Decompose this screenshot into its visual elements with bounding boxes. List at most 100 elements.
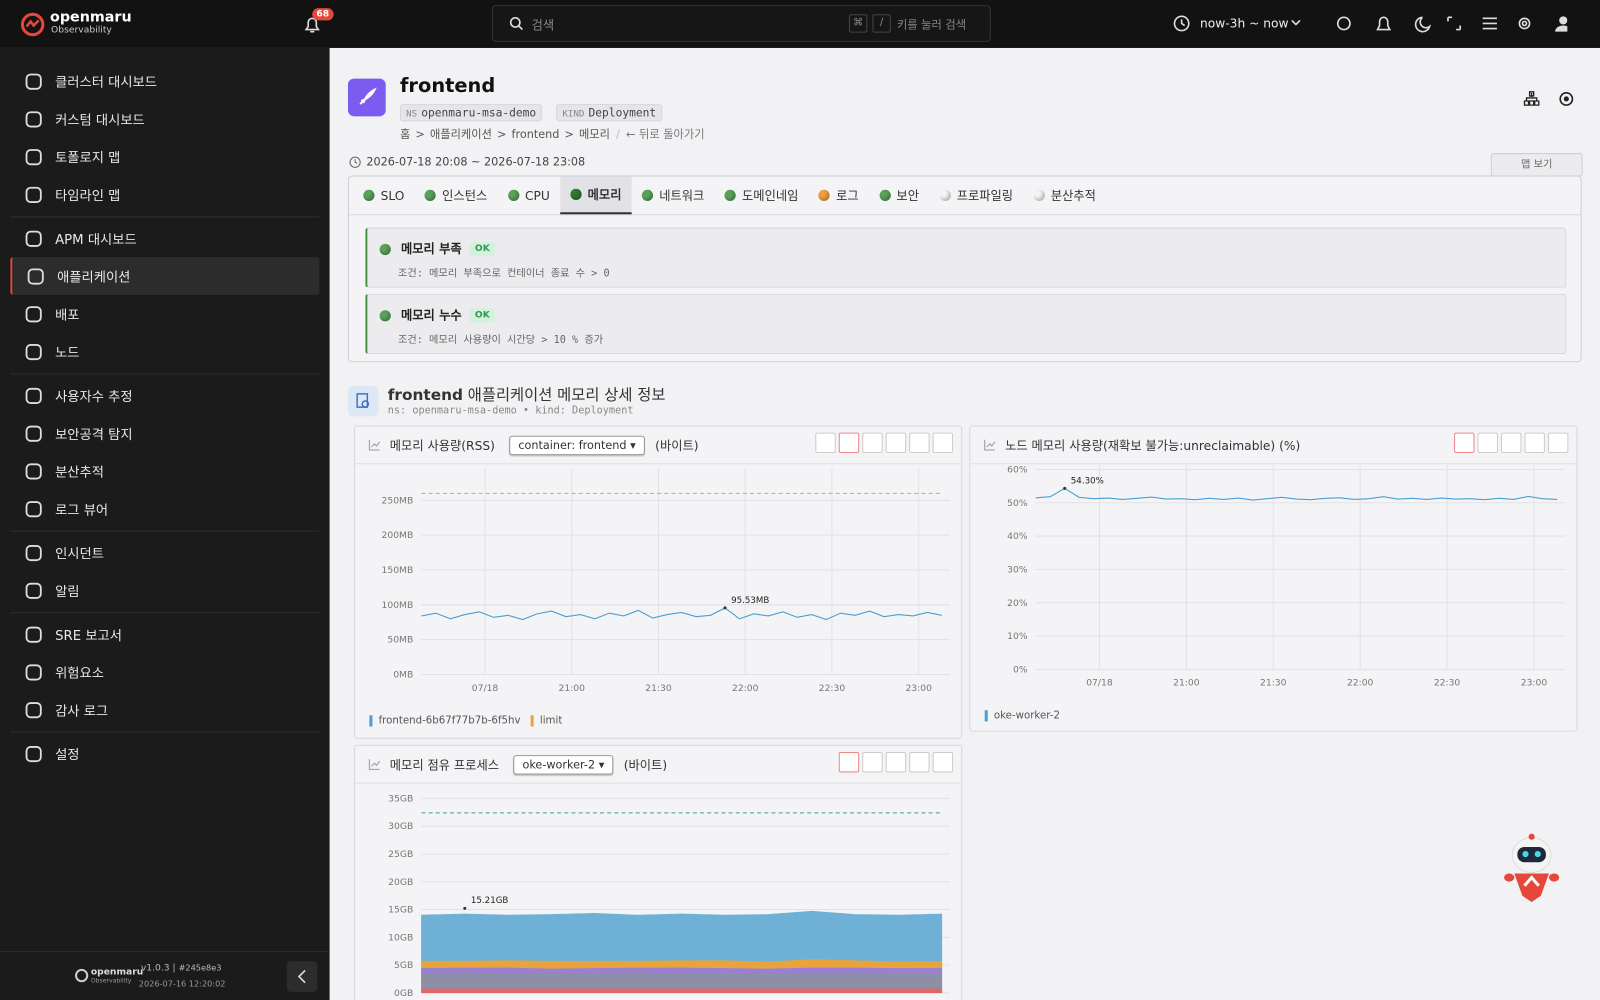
menu-icon bbox=[25, 663, 42, 680]
tab[interactable]: 도메인네임 bbox=[714, 177, 808, 215]
menu-item[interactable]: 위험요소 bbox=[10, 653, 319, 691]
menu-item[interactable]: 커스텀 대시보드 bbox=[10, 100, 319, 138]
tool-button[interactable] bbox=[838, 432, 860, 454]
menu-label: 애플리케이션 bbox=[57, 270, 131, 286]
menu-label: 사용자수 추정 bbox=[55, 389, 133, 406]
breadcrumb-item: 메모리 bbox=[578, 127, 610, 141]
tab[interactable]: 보안 bbox=[869, 177, 929, 215]
breadcrumb-item: 애플리케이션 bbox=[429, 127, 492, 141]
main: frontend NS openmaru-msa-demo KIND Deploym… bbox=[330, 48, 1600, 1000]
brand-sub: Observability bbox=[51, 25, 112, 36]
menu-divider bbox=[10, 731, 320, 733]
panel-header: 메모리 사용량(RSS) container: frontend ▾ (바이트) bbox=[355, 427, 962, 465]
menu-item[interactable]: 로그 뷰어 bbox=[10, 490, 319, 528]
tool-button[interactable] bbox=[1547, 432, 1569, 454]
tab-label: 프로파일링 bbox=[956, 188, 1014, 204]
section-icon bbox=[347, 385, 379, 417]
tool-button[interactable] bbox=[885, 752, 907, 773]
menu-item[interactable]: 설정 bbox=[10, 735, 319, 773]
x-tick-label: 23:00 bbox=[1521, 678, 1548, 689]
tool-button[interactable] bbox=[862, 432, 883, 454]
search-box[interactable]: 검색 ⌘ / 키를 눌러 검색 bbox=[491, 5, 991, 42]
menu-label: 인시던트 bbox=[55, 546, 104, 563]
tool-button[interactable] bbox=[1477, 432, 1498, 454]
check-status: OK bbox=[469, 241, 495, 256]
tab-label: 분산추적 bbox=[1050, 188, 1096, 204]
legend-item[interactable]: oke-worker-2 bbox=[984, 710, 1060, 722]
header-icons[interactable] bbox=[1523, 91, 1584, 107]
menu-item[interactable]: SRE 보고서 bbox=[10, 615, 319, 653]
back-link[interactable]: ← 뒤로 돌아가기 bbox=[626, 127, 705, 141]
tool-button[interactable] bbox=[932, 752, 954, 773]
y-tick-label: 20% bbox=[1007, 598, 1028, 609]
menu-item[interactable]: 노드 bbox=[10, 333, 319, 371]
assistant-bot[interactable] bbox=[1502, 833, 1561, 904]
icon-shape bbox=[27, 267, 44, 285]
menu-item[interactable]: 타임라인 맵 bbox=[10, 176, 319, 214]
tab[interactable]: 프로파일링 bbox=[929, 177, 1023, 215]
tab[interactable]: CPU bbox=[497, 177, 560, 215]
ns-label: NS bbox=[406, 109, 418, 120]
menu-item[interactable]: 인시던트 bbox=[10, 534, 319, 572]
tool-button[interactable] bbox=[885, 432, 907, 454]
tool-button[interactable] bbox=[838, 752, 860, 773]
tab[interactable]: 메모리 bbox=[560, 176, 632, 215]
menu-item[interactable]: 사용자수 추정 bbox=[10, 377, 319, 415]
tool-button[interactable] bbox=[909, 752, 930, 773]
panel-selector[interactable]: container: frontend ▾ bbox=[509, 435, 645, 455]
collapse-button[interactable] bbox=[286, 961, 318, 992]
icon-shape bbox=[25, 701, 42, 718]
menu-item[interactable]: APM 대시보드 bbox=[10, 219, 319, 257]
map-button-label: 맵 보기 bbox=[1521, 159, 1553, 171]
icon-shape bbox=[25, 230, 42, 247]
tab[interactable]: 분산추적 bbox=[1023, 177, 1106, 215]
notification-badge: 68 bbox=[312, 8, 334, 21]
check-card: 메모리 누수 OK 조건: 메모리 사용량이 시간당 > 10 % 증가 bbox=[365, 293, 1567, 355]
menu-item[interactable]: 보안공격 탐지 bbox=[10, 414, 319, 452]
y-tick-label: 30% bbox=[1007, 564, 1028, 575]
menu-icon bbox=[25, 745, 42, 762]
menu-item[interactable]: 클러스터 대시보드 bbox=[10, 62, 319, 100]
toolbar-icons[interactable] bbox=[1333, 12, 1568, 34]
tool-button[interactable] bbox=[815, 432, 836, 454]
menu-item[interactable]: 애플리케이션 bbox=[10, 257, 320, 295]
tool-button[interactable] bbox=[1501, 432, 1522, 454]
legend-item[interactable]: frontend-6b67f77b7b-6f5hv bbox=[369, 715, 521, 727]
tool-button[interactable] bbox=[932, 432, 954, 454]
panel-title: 메모리 사용량(RSS) bbox=[389, 438, 495, 453]
icon-shape bbox=[25, 663, 42, 680]
annotation-point bbox=[1063, 486, 1067, 490]
tool-button[interactable] bbox=[862, 752, 883, 773]
tab[interactable]: SLO bbox=[353, 177, 415, 215]
panel-selector[interactable]: oke-worker-2 ▾ bbox=[513, 754, 614, 774]
tab[interactable]: 네트워크 bbox=[632, 177, 715, 215]
chart: 0% 10% 20% 30% 40% 50% 60% 07/18 21:00 21:30 22:00… bbox=[1007, 464, 1566, 689]
time-range[interactable]: now-3h ~ now bbox=[1199, 16, 1289, 31]
rocket-icon bbox=[359, 87, 377, 105]
status-dot bbox=[818, 189, 831, 202]
menu-label: 배포 bbox=[55, 308, 80, 324]
panel-tools bbox=[838, 752, 954, 773]
x-tick-label: 21:00 bbox=[559, 683, 586, 694]
icon-shape bbox=[25, 110, 42, 127]
tool-button[interactable] bbox=[909, 432, 930, 454]
menu-label: 노드 bbox=[55, 345, 80, 362]
footer-brand: openmaru bbox=[90, 967, 144, 978]
tool-button[interactable] bbox=[1524, 432, 1545, 454]
map-button[interactable]: 맵 보기 bbox=[1490, 153, 1583, 177]
check-title-row: 메모리 누수 OK bbox=[401, 306, 495, 323]
chart-panel: 메모리 점유 프로세스 oke-worker-2 ▾ (바이트) 0GB 5GB 10GB… bbox=[354, 744, 963, 1000]
tool-button[interactable] bbox=[1454, 432, 1475, 454]
legend-item[interactable]: limit bbox=[530, 715, 562, 727]
menu-item[interactable]: 배포 bbox=[10, 295, 319, 333]
menu-item[interactable]: 알림 bbox=[10, 571, 319, 609]
y-tick-label: 25GB bbox=[388, 849, 413, 860]
menu-item[interactable]: 토폴로지 맵 bbox=[10, 138, 319, 176]
period: 2026-07-18 20:08 ~ 2026-07-18 23:08 bbox=[366, 155, 586, 169]
chart: 0MB 50MB 100MB 150MB 200MB 250MB 07/18 21:00 21:… bbox=[382, 468, 950, 694]
tab[interactable]: 인스턴스 bbox=[415, 177, 498, 215]
tab[interactable]: 로그 bbox=[809, 177, 869, 215]
menu-item[interactable]: 분산추적 bbox=[10, 452, 319, 490]
menu-icon bbox=[25, 305, 42, 322]
menu-item[interactable]: 감사 로그 bbox=[10, 691, 319, 729]
